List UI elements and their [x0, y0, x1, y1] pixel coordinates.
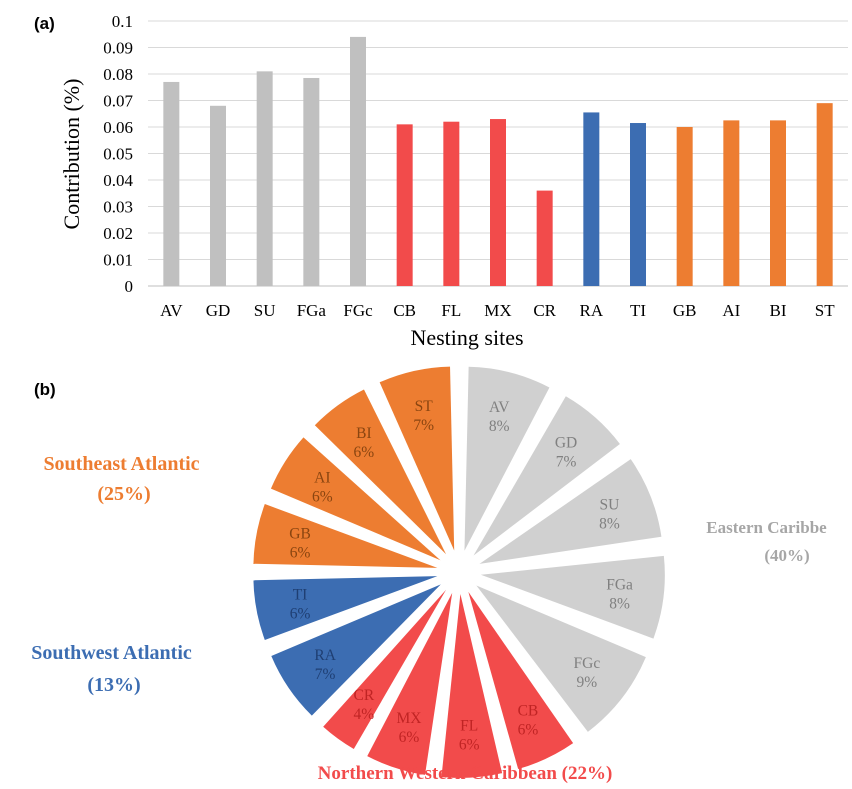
y-tick-label: 0.08: [103, 65, 133, 84]
slice-percent: 7%: [413, 417, 434, 434]
x-tick-label: FGa: [297, 301, 327, 320]
group-label-southwest-atlantic: Southwest Atlantic (13%): [31, 642, 197, 696]
group-name: Southwest Atlantic: [31, 642, 192, 664]
panel-b-label: (b): [34, 380, 56, 399]
group-pct: (13%): [87, 674, 140, 696]
group-pct: (40%): [764, 546, 809, 565]
slice-name: FGa: [606, 576, 633, 593]
slice-name: ST: [415, 398, 434, 415]
slice-name: FL: [460, 718, 478, 735]
x-tick-label: FL: [441, 301, 461, 320]
slice-name: SU: [600, 496, 620, 513]
bar-cb: [397, 124, 413, 286]
x-tick-label: TI: [630, 301, 646, 320]
group-pct: (25%): [97, 483, 150, 505]
y-tick-label: 0: [125, 277, 134, 296]
y-tick-label: 0.01: [103, 251, 133, 270]
y-tick-label: 0.05: [103, 145, 133, 164]
slice-percent: 6%: [459, 737, 480, 754]
slice-percent: 8%: [489, 418, 510, 435]
y-tick-label: 0.09: [103, 39, 133, 58]
bar-cr: [537, 191, 553, 286]
slice-name: FGc: [574, 655, 601, 672]
slice-name: TI: [293, 586, 308, 603]
slice-name: CB: [518, 702, 539, 719]
x-axis-title: Nesting sites: [410, 325, 523, 350]
x-tick-labels: AV GD SU FGa FGc CB FL MX CR RA TI GB AI BI ST: [160, 301, 835, 320]
x-tick-label: CR: [533, 301, 556, 320]
x-tick-label: AI: [722, 301, 740, 320]
slice-name: AV: [489, 399, 510, 416]
slice-percent: 6%: [354, 444, 375, 461]
bar-su: [257, 71, 273, 286]
slice-percent: 7%: [556, 454, 577, 471]
slice-name: GB: [289, 526, 311, 543]
slice-percent: 8%: [599, 515, 620, 532]
x-tick-label: SU: [254, 301, 276, 320]
slice-percent: 9%: [577, 674, 598, 691]
group-label-southeast-atlantic: Southeast Atlantic (25%): [43, 453, 204, 505]
slice-name: BI: [356, 425, 372, 442]
slice-name: MX: [396, 710, 421, 727]
slice-percent: 8%: [609, 595, 630, 612]
y-tick-label: 0.02: [103, 224, 133, 243]
y-tick-label: 0.07: [103, 92, 133, 111]
x-tick-label: GB: [673, 301, 697, 320]
x-tick-label: MX: [484, 301, 511, 320]
pie-chart-panel: (b) AV 8% GD 7% SU 8% FGa 8% FGc 9% CB 6% FL 6% MX 6% CR…: [31, 367, 832, 784]
group-name: Southeast Atlantic: [43, 453, 199, 475]
slice-percent: 4%: [354, 706, 375, 723]
x-tick-label: BI: [770, 301, 787, 320]
bar-st: [817, 103, 833, 286]
bar-chart-panel: (a) 0 0.01 0.02 0.03 0.04 0.05 0.06 0.07 0.08 0.0…: [34, 12, 848, 350]
bar-ra: [583, 112, 599, 286]
y-tick-label: 0.03: [103, 198, 133, 217]
slice-name: CR: [354, 687, 375, 704]
bar-av: [163, 82, 179, 286]
bar-bi: [770, 120, 786, 286]
y-tick-labels: 0 0.01 0.02 0.03 0.04 0.05 0.06 0.07 0.08 0.09 0.1: [103, 12, 133, 296]
group-label-northern-western-caribbean: Northern Western Caribbean (22%): [318, 763, 613, 784]
x-tick-label: FGc: [343, 301, 373, 320]
group-name: Eastern Caribbe: [706, 518, 827, 537]
bar-fgc: [350, 37, 366, 286]
x-tick-label: RA: [580, 301, 604, 320]
slice-name: AI: [314, 469, 330, 486]
bar-mx: [490, 119, 506, 286]
bar-fl: [443, 122, 459, 286]
x-tick-label: AV: [160, 301, 183, 320]
y-tick-label: 0.04: [103, 171, 133, 190]
bar-gb: [677, 127, 693, 286]
bar-gd: [210, 106, 226, 286]
y-axis-title: Contribution (%): [59, 79, 84, 230]
slice-percent: 6%: [399, 729, 420, 746]
x-tick-label: CB: [393, 301, 416, 320]
y-tick-label: 0.06: [103, 118, 133, 137]
slice-percent: 7%: [315, 666, 336, 683]
slice-percent: 6%: [312, 488, 333, 505]
x-tick-label: GD: [206, 301, 231, 320]
slice-name: RA: [314, 647, 336, 664]
slice-percent: 6%: [290, 605, 311, 622]
group-label-eastern-caribbean: Eastern Caribbe (40%): [706, 516, 831, 565]
slice-percent: 6%: [290, 545, 311, 562]
bar-ai: [723, 120, 739, 286]
panel-a-label: (a): [34, 14, 55, 33]
slice-name: GD: [555, 435, 577, 452]
bar-ti: [630, 123, 646, 286]
y-tick-label: 0.1: [112, 12, 133, 31]
x-tick-label: ST: [815, 301, 835, 320]
bar-fga: [303, 78, 319, 286]
pie-slices: [253, 367, 664, 778]
slice-percent: 6%: [518, 721, 539, 738]
